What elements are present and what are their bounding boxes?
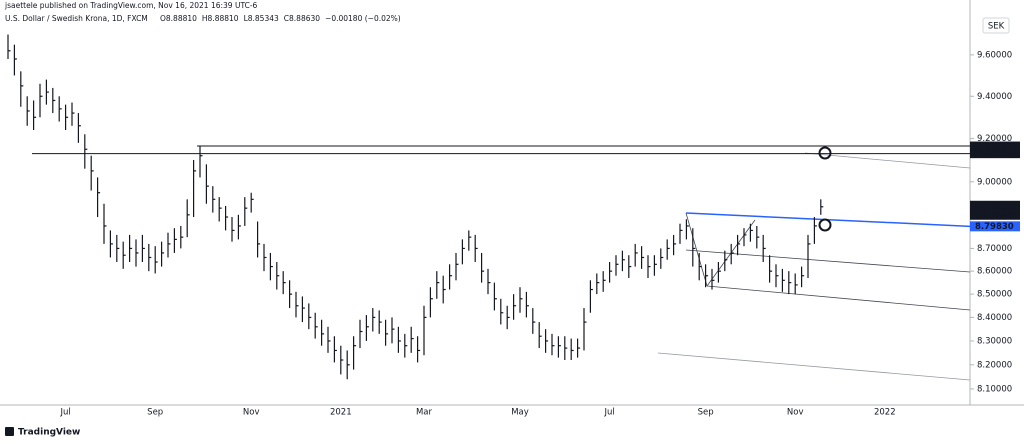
- footer-brand: TradingView: [18, 428, 80, 438]
- x-tick-label: Nov: [243, 408, 260, 418]
- x-tick-label: Jul: [603, 408, 614, 418]
- y-tick-label: 8.40000: [977, 313, 1012, 323]
- guide-line: [657, 352, 971, 381]
- x-tick-label: Jul: [59, 408, 70, 418]
- legend-value: O8.88810: [160, 14, 197, 23]
- y-tick-label: 8.50000: [977, 290, 1012, 300]
- footer: TradingView: [5, 427, 80, 438]
- guide-line: [804, 152, 971, 169]
- logo: [5, 427, 14, 436]
- x-tick-label: Nov: [787, 408, 804, 418]
- legend-value: C8.88630: [284, 14, 320, 23]
- x-tick-label: Mar: [416, 408, 433, 418]
- legend-value: H8.88810: [202, 14, 239, 23]
- price-line-label: 9.12960: [975, 149, 1014, 159]
- y-tick-label: 9.40000: [977, 92, 1012, 102]
- y-tick-label: 8.20000: [977, 360, 1012, 370]
- channel-line: [685, 249, 971, 273]
- y-tick-label: 8.10000: [977, 384, 1012, 394]
- legend-value: L8.85343: [244, 14, 279, 23]
- y-tick-label: 8.30000: [977, 336, 1012, 346]
- y-tick-label: 8.60000: [977, 267, 1012, 277]
- trendline-label: 8.79830: [975, 222, 1014, 232]
- y-tick-label: 9.00000: [977, 177, 1012, 187]
- published-note: jsaettele published on TradingView.com, …: [4, 1, 258, 10]
- last-price-label: 8.88630: [975, 202, 1014, 212]
- price-line-label-box: [970, 149, 1020, 159]
- symbol-title: U.S. Dollar / Swedish Krona, 1D, FXCM: [5, 14, 148, 23]
- trendline-label-box: [970, 221, 1020, 232]
- x-tick-label: Sep: [698, 408, 714, 418]
- marker-circle: [818, 146, 832, 160]
- marker-circle: [818, 218, 832, 232]
- y-tick-label: 8.70000: [977, 244, 1012, 254]
- countdown-label: 23:20:52: [975, 211, 1013, 221]
- x-tick-label: May: [511, 408, 529, 418]
- y-tick-label: 9.20000: [977, 134, 1012, 144]
- x-tick-label: 2021: [330, 408, 352, 418]
- currency: SEK: [988, 22, 1005, 32]
- y-tick-label: 9.60000: [977, 50, 1012, 60]
- price-line-label-box: [970, 141, 1020, 151]
- legend-value: −0.00180 (−0.02%): [325, 14, 401, 23]
- pitchfork-line: [685, 212, 708, 287]
- price-line-label: 9.16497: [975, 142, 1014, 152]
- bars: [7, 34, 824, 380]
- last-price-box: [970, 200, 1020, 220]
- drawings: [657, 152, 971, 381]
- currency-box[interactable]: [982, 17, 1010, 34]
- x-tick-label: 2022: [874, 408, 896, 418]
- ohlc-legend: O8.88810 H8.88810 L8.85343 C8.88630 −0.00180…: [160, 14, 401, 23]
- channel-line: [706, 285, 971, 311]
- x-tick-label: Sep: [147, 408, 163, 418]
